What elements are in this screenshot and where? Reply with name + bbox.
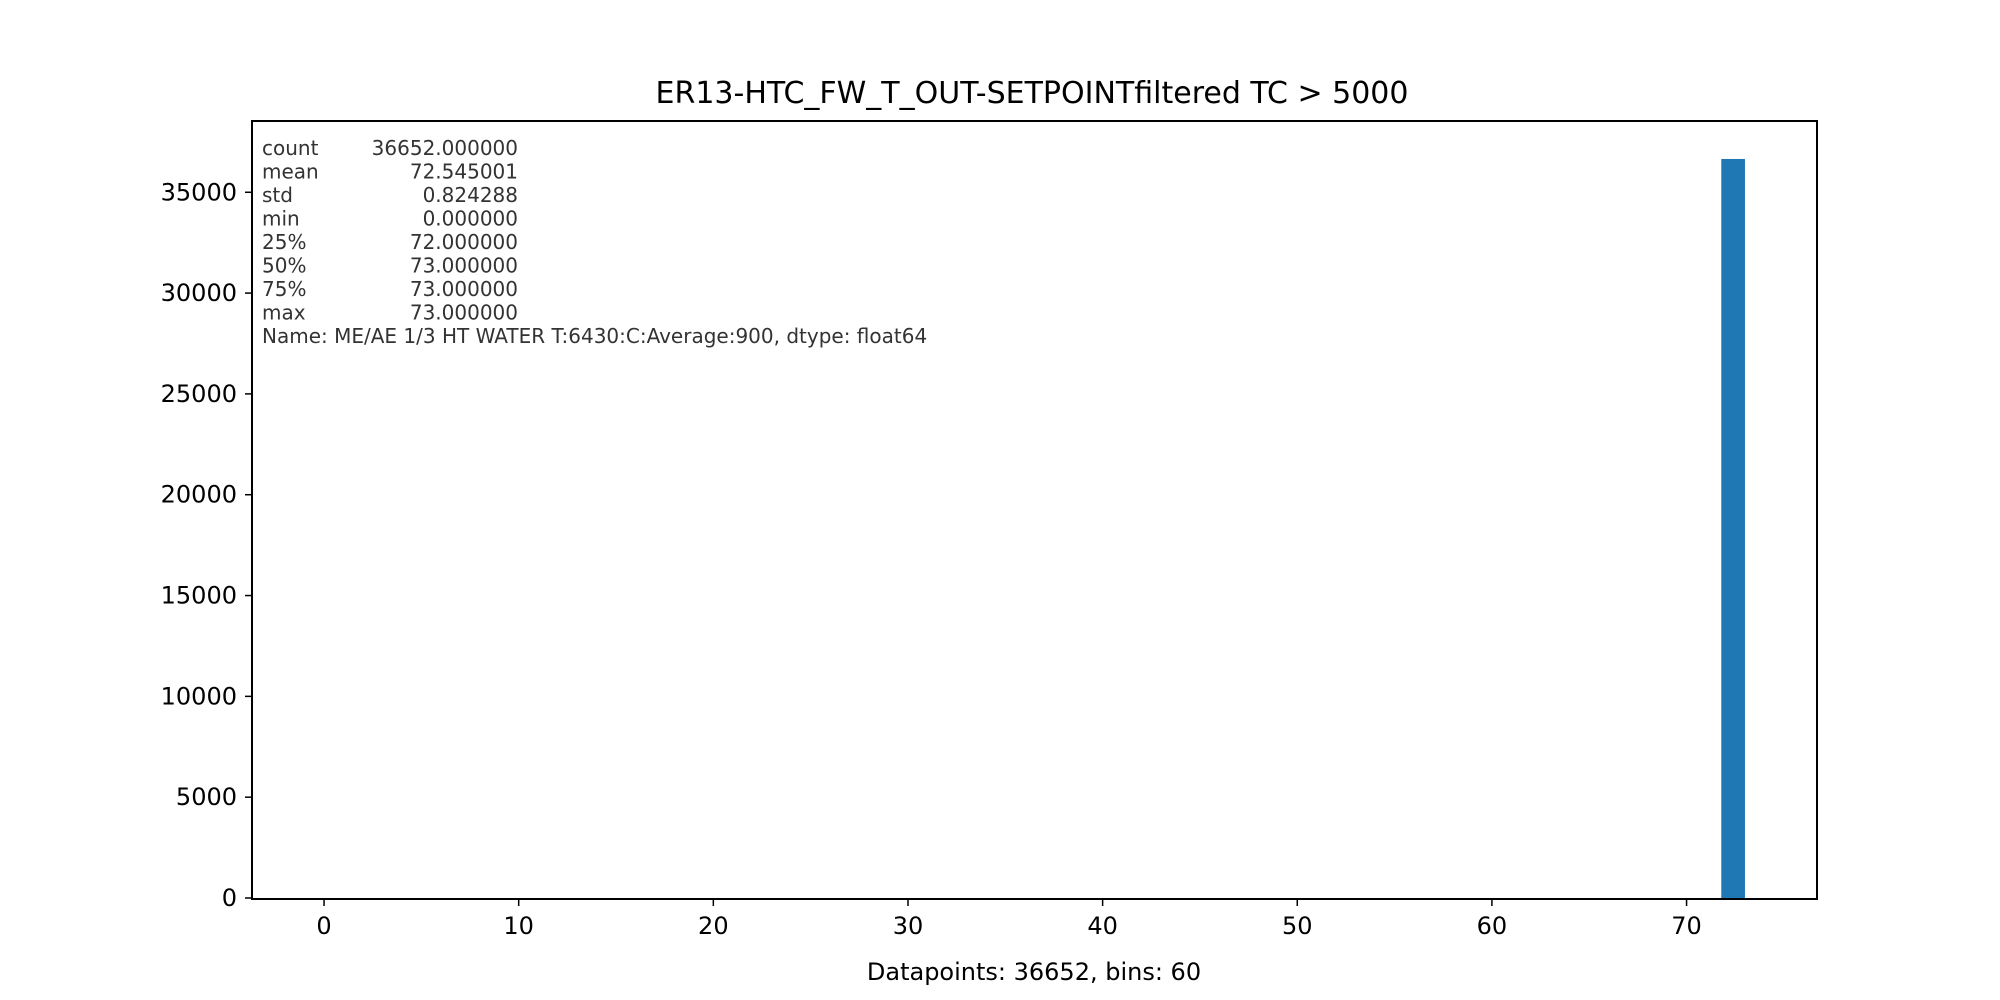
stats-value: 72.000000 — [410, 230, 518, 254]
bars-layer — [1721, 158, 1745, 898]
x-axis: 0 10 20 30 40 50 60 70 — [316, 898, 1702, 940]
y-tick-label: 25000 — [161, 380, 237, 408]
stats-value: 36652.000000 — [372, 136, 518, 160]
stats-key: mean — [262, 160, 319, 184]
x-tick-label: 20 — [698, 912, 729, 940]
y-axis: 0 5000 10000 15000 20000 25000 30000 35000 — [161, 178, 253, 912]
plot-area — [251, 120, 1818, 900]
stats-value: 0.824288 — [423, 183, 518, 207]
stats-key: max — [262, 301, 306, 325]
x-tick-label: 60 — [1477, 912, 1508, 940]
stats-value: 73.000000 — [410, 301, 518, 325]
stats-value: 0.000000 — [423, 207, 518, 231]
x-tick-label: 70 — [1671, 912, 1702, 940]
x-axis-label: Datapoints: 36652, bins: 60 — [867, 958, 1201, 986]
stats-value: 73.000000 — [410, 277, 518, 301]
y-tick-label: 35000 — [161, 178, 237, 206]
x-tick-label: 40 — [1087, 912, 1118, 940]
y-tick-label: 30000 — [161, 279, 237, 307]
x-tick-label: 10 — [503, 912, 534, 940]
stats-footer: Name: ME/AE 1/3 HT WATER T:6430:C:Averag… — [262, 324, 927, 348]
y-tick-label: 15000 — [161, 582, 237, 610]
stats-key: 25% — [262, 230, 306, 254]
x-tick-label: 30 — [893, 912, 924, 940]
y-tick-label: 0 — [222, 884, 237, 912]
y-tick-label: 20000 — [161, 481, 237, 509]
histogram-bar — [1721, 158, 1745, 898]
stats-key: 75% — [262, 277, 306, 301]
stats-key: 50% — [262, 254, 306, 278]
stats-key: std — [262, 183, 293, 207]
stats-value: 73.000000 — [410, 254, 518, 278]
stats-key: min — [262, 207, 300, 231]
chart-title: ER13-HTC_FW_T_OUT-SETPOINTfiltered TC > … — [656, 76, 1409, 111]
x-tick-label: 0 — [316, 912, 331, 940]
y-tick-label: 5000 — [176, 783, 237, 811]
y-tick-label: 10000 — [161, 682, 237, 710]
stats-annotation: count 36652.000000 mean 72.545001 std 0.82428… — [262, 136, 927, 348]
stats-key: count — [262, 136, 319, 160]
stats-value: 72.545001 — [410, 160, 518, 184]
x-tick-label: 50 — [1282, 912, 1313, 940]
